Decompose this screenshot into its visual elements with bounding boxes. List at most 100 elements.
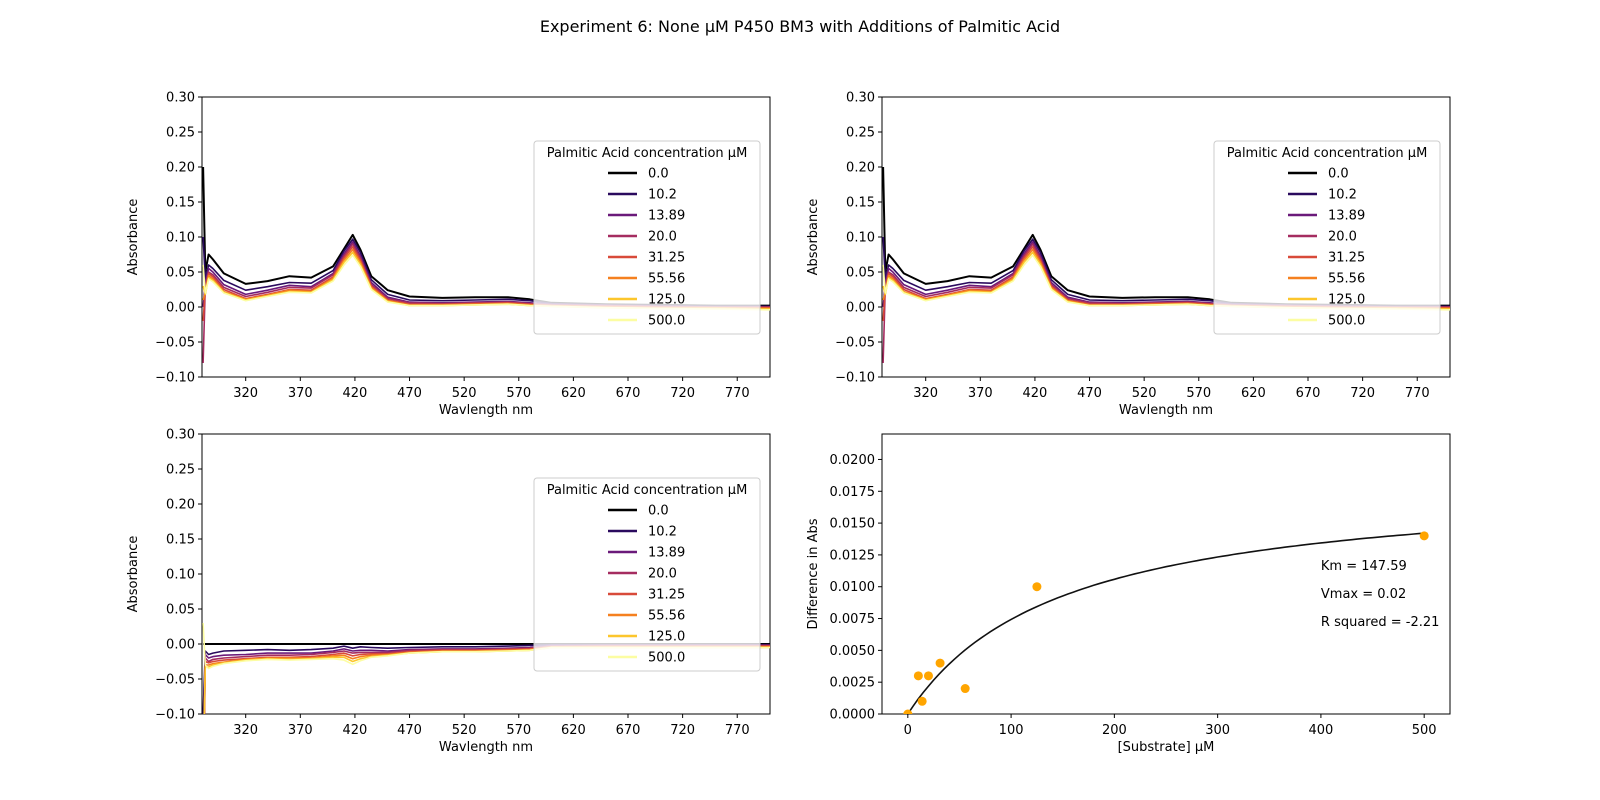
legend-label: 125.0 [1328, 293, 1365, 308]
legend-label: 10.2 [648, 188, 677, 203]
x-tick-label: 370 [968, 386, 993, 401]
legend-box [533, 140, 761, 335]
legend-label: 0.0 [1328, 167, 1349, 182]
x-tick-label: 370 [288, 386, 313, 401]
data-point [935, 658, 945, 668]
legend-title: Palmitic Acid concentration µM [547, 146, 748, 161]
legend-label: 31.25 [1328, 251, 1365, 266]
y-axis-label: Absorbance [126, 199, 141, 276]
x-tick-label: 370 [288, 723, 313, 738]
legend-label: 0.0 [648, 167, 669, 182]
x-tick-label: 570 [506, 386, 531, 401]
legend-label: 13.89 [1328, 209, 1365, 224]
x-tick-label: 520 [452, 723, 477, 738]
y-tick-label: 0.15 [166, 196, 195, 211]
y-tick-label: 0.0000 [830, 708, 876, 723]
data-point [1419, 531, 1429, 541]
y-tick-label: 0.0200 [830, 453, 876, 468]
fit-annotation: Vmax = 0.02 [1321, 587, 1406, 602]
legend-title: Palmitic Acid concentration µM [547, 483, 748, 498]
y-tick-label: −0.10 [155, 371, 195, 386]
x-tick-label: 720 [670, 386, 695, 401]
y-tick-label: 0.05 [166, 266, 195, 281]
y-tick-label: 0.0075 [830, 612, 876, 627]
data-point [923, 671, 933, 681]
y-tick-label: 0.10 [166, 231, 195, 246]
legend-label: 20.0 [1328, 230, 1357, 245]
x-tick-label: 770 [725, 386, 750, 401]
x-tick-label: 100 [999, 723, 1024, 738]
y-tick-label: 0.25 [166, 463, 195, 478]
legend-box [1213, 140, 1441, 335]
legend-label: 500.0 [1328, 314, 1365, 329]
data-point [913, 671, 923, 681]
legend-label: 31.25 [648, 588, 685, 603]
panel-bottom-left: −0.10 −0.05 0.00 0.05 0.10 0.15 0.20 0.25 0.30 32… [126, 428, 771, 755]
x-tick-label: 770 [725, 723, 750, 738]
data-point [903, 709, 913, 714]
y-tick-label: 0.05 [846, 266, 875, 281]
x-tick-label: 570 [1186, 386, 1211, 401]
y-tick-label: 0.20 [846, 161, 875, 176]
panel-bottom-right: 0.0000 0.0025 0.0050 0.0075 0.0100 0.0125 0.01… [806, 433, 1451, 755]
x-axis-label: Wavlength nm [1119, 403, 1213, 418]
y-axis-label: Difference in Abs [806, 518, 821, 629]
y-tick-label: 0.0025 [830, 676, 876, 691]
y-tick-label: 0.0050 [830, 644, 876, 659]
y-tick-label: 0.15 [846, 196, 875, 211]
y-tick-label: 0.30 [166, 428, 195, 443]
x-tick-label: 420 [343, 386, 368, 401]
y-tick-label: 0.00 [166, 301, 195, 316]
legend-label: 0.0 [648, 504, 669, 519]
y-tick-label: 0.0150 [830, 517, 876, 532]
x-axis-label: Wavlength nm [439, 403, 533, 418]
x-tick-label: 470 [397, 386, 422, 401]
x-tick-label: 500 [1412, 723, 1437, 738]
legend-box [533, 477, 761, 672]
y-tick-label: 0.25 [846, 126, 875, 141]
x-tick-label: 520 [1132, 386, 1157, 401]
x-tick-label: 300 [1205, 723, 1230, 738]
legend: Palmitic Acid concentration µM 0.0 10.2 13.… [533, 140, 761, 335]
y-tick-label: 0.0175 [830, 485, 876, 500]
y-tick-label: 0.30 [166, 91, 195, 106]
legend-label: 13.89 [648, 546, 685, 561]
y-axis-label: Absorbance [126, 536, 141, 613]
y-tick-label: 0.20 [166, 161, 195, 176]
x-tick-label: 470 [1077, 386, 1102, 401]
y-tick-label: 0.00 [166, 638, 195, 653]
y-tick-label: 0.10 [166, 568, 195, 583]
y-axis-label: Absorbance [806, 199, 821, 276]
fit-curve [907, 532, 1425, 714]
x-tick-label: 320 [233, 723, 258, 738]
x-tick-label: 420 [343, 723, 368, 738]
x-tick-label: 670 [1296, 386, 1321, 401]
x-tick-label: 720 [1350, 386, 1375, 401]
y-tick-label: −0.10 [835, 371, 875, 386]
legend: Palmitic Acid concentration µM 0.0 10.2 13.… [533, 477, 761, 672]
legend: Palmitic Acid concentration µM 0.0 10.2 13.… [1213, 140, 1441, 335]
x-tick-label: 670 [616, 386, 641, 401]
legend-label: 500.0 [648, 314, 685, 329]
legend-label: 125.0 [648, 630, 685, 645]
x-axis-label: Wavlength nm [439, 740, 533, 755]
x-tick-label: 620 [561, 723, 586, 738]
x-tick-label: 770 [1405, 386, 1430, 401]
data-point [917, 696, 927, 706]
y-tick-label: 0.10 [846, 231, 875, 246]
legend-label: 31.25 [648, 251, 685, 266]
legend-label: 20.0 [648, 230, 677, 245]
fit-annotation: Km = 147.59 [1321, 559, 1407, 574]
y-tick-label: 0.30 [846, 91, 875, 106]
legend-label: 55.56 [648, 272, 685, 287]
x-tick-label: 670 [616, 723, 641, 738]
y-tick-label: 0.15 [166, 533, 195, 548]
x-tick-label: 520 [452, 386, 477, 401]
y-tick-label: 0.05 [166, 603, 195, 618]
legend-label: 13.89 [648, 209, 685, 224]
x-tick-label: 570 [506, 723, 531, 738]
panel-top-right: −0.10 −0.05 0.00 0.05 0.10 0.15 0.20 0.25 0.30 32… [806, 91, 1451, 418]
legend-label: 55.56 [1328, 272, 1365, 287]
legend-label: 500.0 [648, 651, 685, 666]
x-tick-label: 320 [233, 386, 258, 401]
